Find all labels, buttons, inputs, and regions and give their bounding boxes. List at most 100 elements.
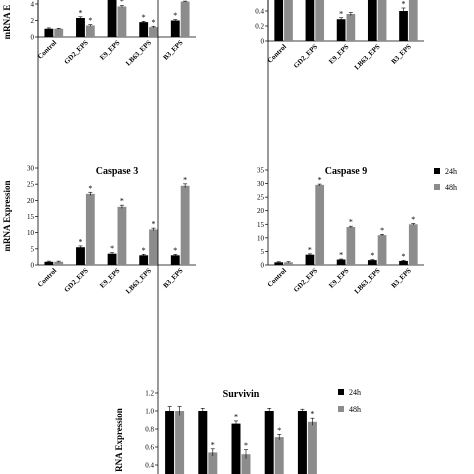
- panel-2-significance-star: *: [88, 184, 92, 193]
- panel-2-tick-label: 25: [27, 181, 35, 189]
- panel-3-tick-label: 25: [257, 194, 265, 202]
- panel-4-bar-24h-2: [231, 423, 241, 474]
- panel-4-bar-48h-1: [208, 452, 218, 474]
- panel-4-legend-label-24h: 24h: [349, 388, 361, 397]
- panel-4-bar-48h-3: [274, 437, 284, 474]
- panel-3-bar-24h-1: [305, 254, 315, 265]
- panel-3-tick-label: 10: [257, 234, 265, 242]
- panel-3-significance-star: *: [349, 218, 353, 227]
- panel-0-significance-star: *: [120, 0, 124, 6]
- panel-4-legend-swatch-48h: [338, 406, 344, 412]
- panel-0-significance-star: *: [88, 16, 92, 25]
- panel-1-category-label: B3_EPS: [390, 43, 413, 66]
- panel-0-category-label: Control: [36, 39, 58, 61]
- panel-2-category-label: Control: [36, 267, 58, 289]
- panel-2-bar-24h-4: [170, 255, 180, 265]
- panel-3-bar-48h-2: [346, 227, 356, 265]
- panel-3-significance-star: *: [370, 251, 374, 260]
- panel-3-category-label: B3_EPS: [390, 267, 413, 290]
- panel-1-bar-48h-3: [377, 0, 387, 41]
- panel-0-category-label: B3_EPS: [162, 39, 185, 62]
- panel-0-bar-48h-0: [54, 28, 64, 37]
- panel-0-significance-star: *: [173, 11, 177, 20]
- panel-2-significance-star: *: [173, 246, 177, 255]
- panel-2-significance-star: *: [183, 175, 187, 184]
- panel-3-title: Caspase 9: [325, 166, 368, 177]
- panel-4-bar-24h-0: [165, 411, 175, 474]
- panel-2-bar-48h-2: [117, 206, 127, 265]
- panel-2-title: Caspase 3: [96, 166, 139, 177]
- panel-2-tick-label: 10: [27, 229, 35, 237]
- panel-1-bar-48h-4: [408, 0, 418, 41]
- panel-3-tick-label: 20: [257, 207, 265, 215]
- panel-0-bar-24h-3: [139, 22, 149, 37]
- panel-2-category-label: B3_EPS: [162, 267, 185, 290]
- panel-0-bar-48h-1: [85, 25, 95, 37]
- panel-2-significance-star: *: [110, 244, 114, 253]
- panel-4-tick-label: 1.0: [145, 408, 154, 416]
- panel-3-bar-24h-0: [274, 262, 284, 265]
- panel-3-tick-label: 15: [257, 221, 265, 229]
- panel-3-significance-star: *: [411, 215, 415, 224]
- panel-2-bar-24h-2: [107, 253, 117, 265]
- panel-4-legend-swatch-24h: [338, 389, 344, 395]
- panel-2-significance-star: *: [120, 197, 124, 206]
- panel-0-tick-label: 2: [31, 17, 35, 25]
- panel-0-category-label: E9_EPS: [98, 39, 121, 62]
- panel-1-bar-48h-0: [284, 0, 293, 41]
- panel-3-tick-label: 30: [257, 180, 265, 188]
- panel-3-bar-48h-3: [377, 235, 387, 265]
- panel-2-category-label: E9_EPS: [98, 267, 121, 290]
- panel-0-significance-star: *: [78, 8, 82, 17]
- panel-4-bar-24h-3: [264, 411, 274, 474]
- panel-0-bar-24h-1: [76, 18, 85, 37]
- panel-4-tick-label: 0.8: [145, 426, 154, 434]
- panel-3-legend-swatch-24h: [434, 168, 440, 174]
- panel-3-bar-48h-1: [315, 184, 325, 265]
- panel-0-tick-label: 0: [31, 34, 35, 42]
- panel-1-significance-star: *: [339, 9, 343, 18]
- panel-3-significance-star: *: [318, 176, 322, 185]
- panel-1-tick-label: 0.4: [255, 8, 264, 16]
- panel-2-bar-48h-4: [180, 185, 190, 265]
- panel-4-title: Survivin: [223, 389, 260, 400]
- panel-3-significance-star: *: [339, 251, 343, 260]
- panel-1-tick-label: 0: [261, 38, 265, 46]
- panel-0-bar-48h-2: [117, 6, 127, 37]
- panel-4-significance-star: *: [234, 412, 238, 421]
- panel-2-bar-24h-1: [76, 247, 85, 265]
- panel-1-bar-24h-1: [305, 0, 315, 41]
- panel-0-bar-48h-4: [180, 1, 190, 37]
- panel-0-category-label: LB63_EPS: [124, 39, 153, 68]
- panel-2-tick-label: 5: [31, 245, 35, 253]
- panel-1-tick-label: 0.2: [255, 23, 264, 31]
- panel-1-category-label: GD2_EPS: [292, 43, 319, 70]
- panel-3-significance-star: *: [402, 252, 406, 261]
- panel-3-bar-48h-4: [408, 224, 418, 265]
- panel-4-significance-star: *: [244, 441, 248, 450]
- panel-3-tick-label: 0: [261, 262, 265, 270]
- panel-1-bar-48h-2: [346, 14, 356, 41]
- panel-1-category-label: E9_EPS: [327, 43, 350, 66]
- panel-2-tick-label: 30: [27, 165, 35, 173]
- panel-0-significance-star: *: [152, 18, 156, 27]
- panel-0-bar-24h-4: [170, 20, 180, 37]
- panel-2-category-label: LB63_EPS: [124, 267, 153, 296]
- panel-2-bar-48h-1: [85, 193, 95, 265]
- panel-0-y-axis-label: mRNA E: [2, 5, 12, 40]
- panel-0-bar-48h-3: [149, 27, 158, 37]
- panel-2-tick-label: 20: [27, 197, 35, 205]
- panel-4-tick-label: 0.6: [145, 444, 154, 452]
- panel-4-y-axis-label: RNA Expression: [114, 408, 124, 472]
- panel-1-bar-24h-4: [399, 11, 408, 41]
- panel-3-category-label: LB63_EPS: [353, 267, 382, 296]
- panel-3-bar-24h-3: [367, 260, 377, 265]
- panel-4-bar-24h-4: [297, 411, 307, 474]
- panel-2-bar-24h-3: [139, 255, 149, 265]
- panel-4-tick-label: 1.2: [145, 390, 154, 398]
- panel-2-tick-label: 15: [27, 213, 35, 221]
- panel-3-legend-label-48h: 48h: [445, 183, 457, 192]
- panel-4-bar-48h-2: [241, 454, 251, 474]
- panel-2-bar-24h-0: [44, 261, 54, 265]
